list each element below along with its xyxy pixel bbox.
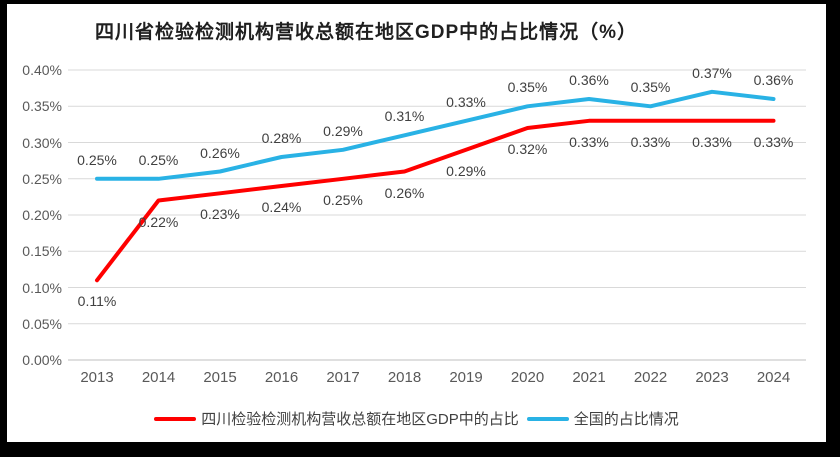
data-point-label: 0.36% <box>569 72 609 88</box>
data-point-label: 0.22% <box>138 213 179 230</box>
data-point-label: 0.11% <box>77 293 117 310</box>
data-point-label: 0.26% <box>200 144 240 161</box>
y-axis-tick-label: 0.35% <box>22 98 62 115</box>
x-axis-tick-label: 2024 <box>756 369 791 386</box>
plot-area <box>68 69 806 361</box>
data-point-label: 0.25% <box>77 151 117 168</box>
data-point-label: 0.35% <box>507 79 548 96</box>
data-point-label: 0.23% <box>200 206 240 223</box>
chart-legend: 四川检验检测机构营收总额在地区GDP中的占比 全国的占比情况 <box>7 408 826 429</box>
y-axis-tick-label: 0.25% <box>22 170 62 187</box>
y-axis-tick-label: 0.05% <box>22 315 62 332</box>
x-axis-tick-label: 2016 <box>264 369 299 386</box>
series-line-0 <box>95 118 776 283</box>
data-point-label: 0.33% <box>692 133 732 150</box>
series-line-1 <box>95 89 776 181</box>
y-axis-tick-label: 0.15% <box>22 243 62 260</box>
data-point-label: 0.33% <box>753 133 794 150</box>
data-point-label: 0.37% <box>692 64 732 81</box>
x-axis-tick-label: 2020 <box>510 369 545 386</box>
data-point-label: 0.31% <box>384 108 425 125</box>
x-axis-tick-label: 2014 <box>141 369 176 386</box>
y-axis-tick-label: 0.00% <box>22 352 62 368</box>
x-axis-tick-label: 2023 <box>695 369 729 386</box>
x-axis-tick-label: 2018 <box>387 369 422 386</box>
legend-swatch-red-line-icon <box>154 416 197 421</box>
y-axis-tick-label: 0.10% <box>22 279 62 296</box>
y-axis-tick-label: 0.30% <box>22 134 62 151</box>
legend-item-sichuan: 四川检验检测机构营收总额在地区GDP中的占比 <box>154 408 519 429</box>
data-point-label: 0.26% <box>384 184 425 201</box>
y-axis-tick-label: 0.20% <box>22 207 62 223</box>
x-axis-tick-label: 2021 <box>572 369 606 386</box>
y-axis-tick-label: 0.40% <box>22 62 62 78</box>
data-point-label: 0.35% <box>630 79 671 96</box>
data-point-label: 0.25% <box>138 151 179 168</box>
x-axis-tick-label: 2022 <box>633 369 668 386</box>
x-axis-tick-label: 2019 <box>449 369 483 386</box>
x-axis-tick-label: 2017 <box>326 369 360 386</box>
data-point-label: 0.33% <box>569 133 609 150</box>
data-point-label: 0.28% <box>261 130 302 146</box>
chart-panel: 四川省检验检测机构营收总额在地区GDP中的占比情况（%） 四川检验检测机构营收总… <box>7 4 826 442</box>
legend-label-sichuan: 四川检验检测机构营收总额在地区GDP中的占比 <box>201 411 519 428</box>
data-point-label: 0.29% <box>323 122 363 139</box>
data-point-label: 0.33% <box>446 93 486 110</box>
data-point-label: 0.33% <box>630 133 671 150</box>
legend-item-national: 全国的占比情况 <box>526 408 679 429</box>
data-point-label: 0.32% <box>507 141 548 157</box>
data-point-label: 0.29% <box>446 162 486 179</box>
data-point-label: 0.25% <box>323 191 363 208</box>
x-axis-tick-label: 2013 <box>80 369 114 386</box>
chart-title: 四川省检验检测机构营收总额在地区GDP中的占比情况（%） <box>95 22 638 43</box>
data-point-label: 0.24% <box>261 199 302 215</box>
legend-label-national: 全国的占比情况 <box>573 411 679 428</box>
data-point-label: 0.36% <box>753 72 794 88</box>
x-axis-tick-label: 2015 <box>203 369 237 386</box>
legend-swatch-blue-line-icon <box>526 416 569 421</box>
